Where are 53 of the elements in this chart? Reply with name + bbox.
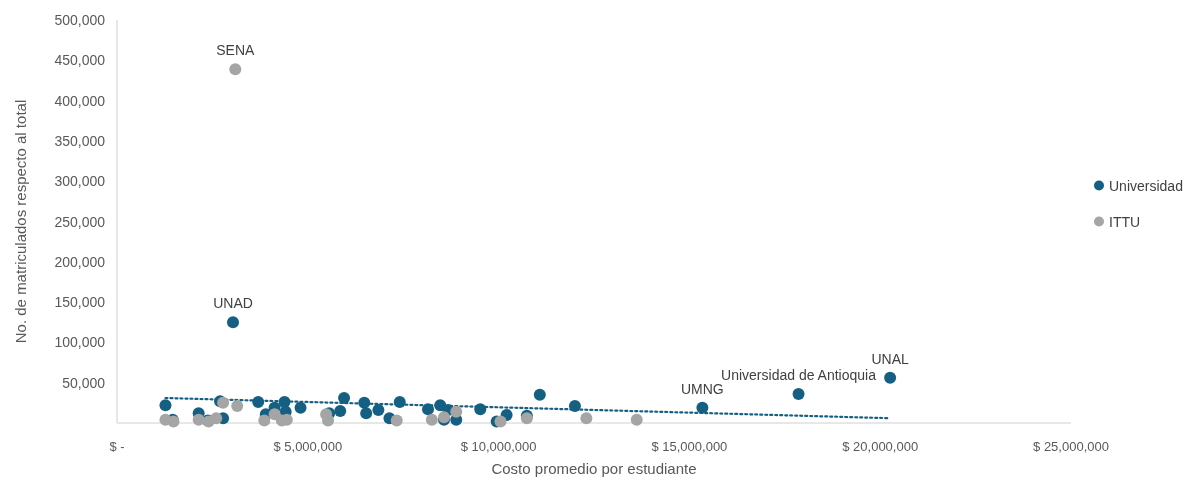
point <box>450 405 463 418</box>
x-axis-title: Costo promedio por estudiante <box>491 460 697 477</box>
point <box>630 413 643 426</box>
point <box>334 404 347 417</box>
x-tick-label: $ 15,000,000 <box>651 439 728 454</box>
point <box>358 396 371 409</box>
y-tick-label: 350,000 <box>54 132 106 149</box>
point <box>258 414 271 427</box>
x-tick-label: $ - <box>109 439 125 454</box>
point <box>494 415 507 428</box>
point <box>229 63 242 76</box>
y-tick-label: 450,000 <box>54 52 106 69</box>
point <box>372 404 385 417</box>
y-tick-label: 150,000 <box>54 294 106 311</box>
point <box>210 412 223 425</box>
annotation: SENA <box>216 42 256 59</box>
x-tick-label: $ 10,000,000 <box>460 439 537 454</box>
y-tick-label: 200,000 <box>54 253 106 270</box>
point <box>390 414 403 427</box>
x-tick-label: $ 25,000,000 <box>1033 439 1109 454</box>
point <box>192 413 205 426</box>
annotation: UMNG <box>680 380 724 397</box>
point <box>580 412 593 425</box>
point <box>159 399 172 412</box>
point <box>884 371 897 384</box>
point <box>422 403 434 416</box>
y-tick-label: 250,000 <box>54 213 106 230</box>
legend-label: Universidad <box>1109 177 1183 194</box>
point <box>252 396 265 409</box>
point <box>568 400 581 413</box>
point <box>338 392 351 405</box>
x-tick-label: $ 5,000,000 <box>273 439 343 454</box>
point <box>294 401 307 414</box>
annotation: Universidad de Antioquia <box>721 366 877 383</box>
point <box>231 400 244 413</box>
point <box>360 407 373 420</box>
point <box>227 316 240 329</box>
legend-label: ITTU <box>1109 213 1141 230</box>
point <box>425 413 438 426</box>
annotation: UNAL <box>871 350 909 367</box>
y-tick-label: 400,000 <box>54 92 106 109</box>
y-tick-label: 300,000 <box>54 173 106 190</box>
annotation: UNAD <box>213 295 253 312</box>
y-axis-title: No. de matriculados respecto al total <box>12 99 29 344</box>
point <box>533 388 546 401</box>
point <box>696 401 709 414</box>
y-tick-label: 100,000 <box>54 334 106 351</box>
y-tick-label: 50,000 <box>62 374 106 391</box>
x-tick-label: $ 20,000,000 <box>842 439 919 454</box>
point <box>792 387 805 400</box>
point <box>474 403 487 416</box>
y-tick-label: 500,000 <box>54 12 106 28</box>
point <box>393 396 406 409</box>
